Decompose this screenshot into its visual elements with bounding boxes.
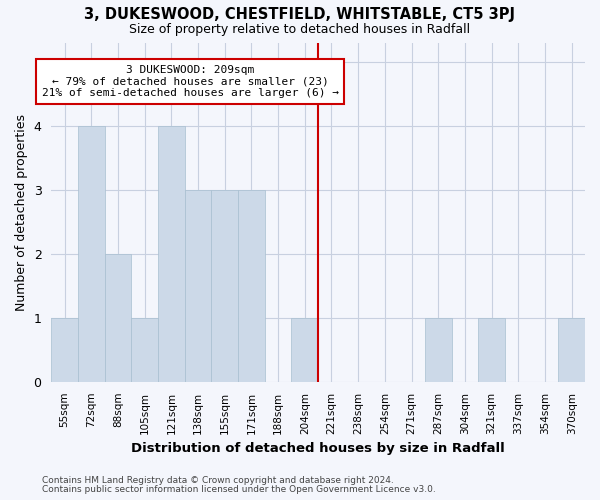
Text: Contains HM Land Registry data © Crown copyright and database right 2024.: Contains HM Land Registry data © Crown c… <box>42 476 394 485</box>
Bar <box>51 318 78 382</box>
Bar <box>185 190 211 382</box>
Bar <box>425 318 452 382</box>
Y-axis label: Number of detached properties: Number of detached properties <box>15 114 28 310</box>
Bar <box>104 254 131 382</box>
Bar <box>292 318 318 382</box>
Bar <box>131 318 158 382</box>
Bar <box>559 318 585 382</box>
Text: 3 DUKESWOOD: 209sqm
← 79% of detached houses are smaller (23)
21% of semi-detach: 3 DUKESWOOD: 209sqm ← 79% of detached ho… <box>41 65 338 98</box>
Bar <box>158 126 185 382</box>
Bar <box>478 318 505 382</box>
Text: Size of property relative to detached houses in Radfall: Size of property relative to detached ho… <box>130 22 470 36</box>
Bar <box>78 126 104 382</box>
Bar <box>211 190 238 382</box>
Text: 3, DUKESWOOD, CHESTFIELD, WHITSTABLE, CT5 3PJ: 3, DUKESWOOD, CHESTFIELD, WHITSTABLE, CT… <box>85 8 515 22</box>
Text: Contains public sector information licensed under the Open Government Licence v3: Contains public sector information licen… <box>42 485 436 494</box>
Bar <box>238 190 265 382</box>
X-axis label: Distribution of detached houses by size in Radfall: Distribution of detached houses by size … <box>131 442 505 455</box>
